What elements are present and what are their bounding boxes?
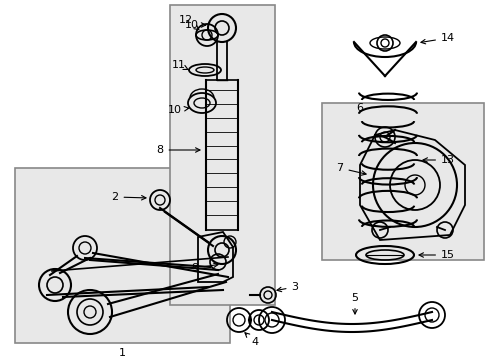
Text: 10: 10 bbox=[184, 20, 205, 30]
Bar bbox=[15, 168, 229, 343]
Text: 11: 11 bbox=[172, 60, 188, 70]
Text: 10: 10 bbox=[168, 105, 188, 115]
Text: 2: 2 bbox=[111, 192, 146, 202]
Text: 1: 1 bbox=[118, 348, 125, 358]
Bar bbox=[170, 5, 274, 305]
Bar bbox=[321, 103, 483, 260]
Text: 14: 14 bbox=[420, 33, 454, 44]
Text: 3: 3 bbox=[276, 282, 298, 292]
Text: 4: 4 bbox=[244, 333, 258, 347]
Text: 13: 13 bbox=[422, 155, 454, 165]
Text: 9: 9 bbox=[191, 263, 218, 273]
Text: 12: 12 bbox=[179, 15, 199, 30]
Text: 5: 5 bbox=[351, 293, 358, 314]
Text: 6: 6 bbox=[356, 103, 363, 113]
Text: 15: 15 bbox=[418, 250, 454, 260]
Text: 7: 7 bbox=[336, 163, 366, 175]
Text: 8: 8 bbox=[156, 145, 200, 155]
